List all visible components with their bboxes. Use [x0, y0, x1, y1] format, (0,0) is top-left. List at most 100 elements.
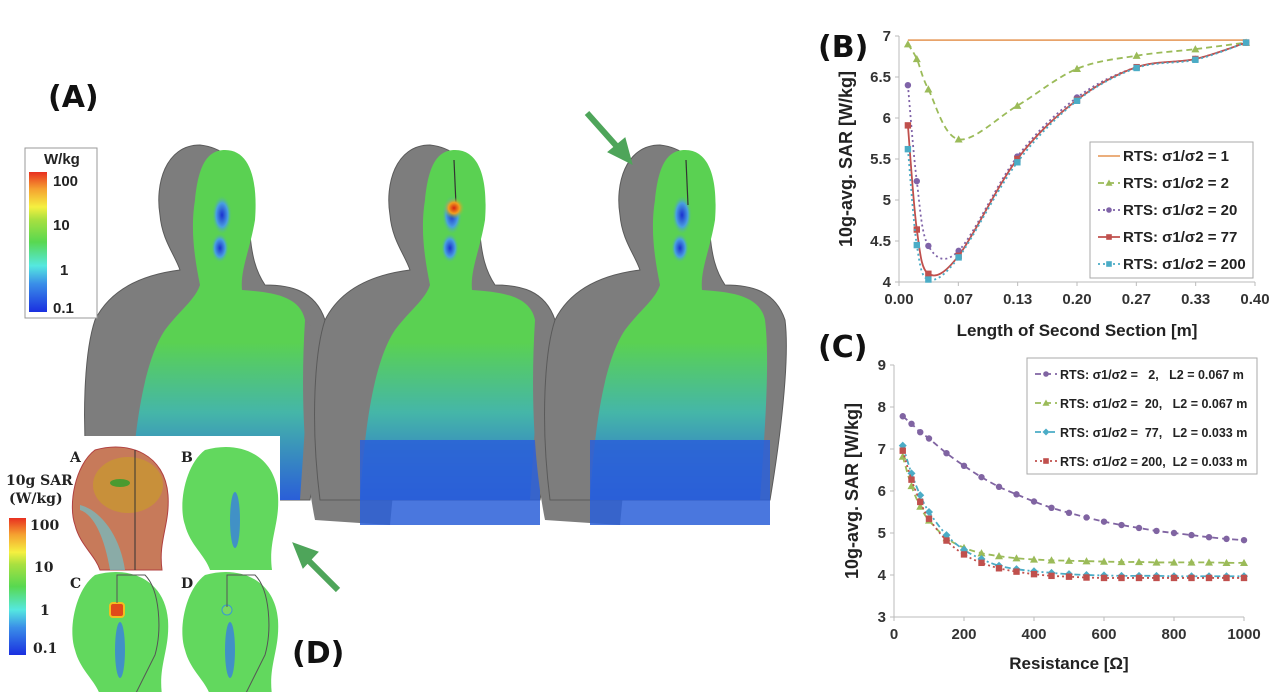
data-point	[1106, 261, 1112, 267]
inset-colorbar-tick: 0.1	[33, 641, 57, 657]
y-tick-label: 3	[878, 609, 886, 626]
data-point	[1105, 179, 1113, 186]
data-point	[925, 435, 933, 442]
data-point	[1065, 573, 1073, 580]
data-point	[943, 537, 950, 544]
data-point	[1187, 558, 1196, 566]
inset-colorbar-tick: 1	[40, 603, 50, 619]
data-point	[1223, 535, 1230, 543]
y-tick-label: 5	[878, 525, 886, 542]
data-point	[1014, 159, 1021, 166]
series-1	[899, 413, 1248, 544]
data-point	[955, 254, 962, 261]
series-5	[904, 39, 1250, 283]
panel-label-b: (B)	[818, 30, 869, 65]
data-point	[1042, 399, 1050, 406]
head-sar-map	[182, 572, 279, 692]
series-line	[901, 450, 1244, 579]
data-point	[1100, 574, 1108, 582]
legend-item: RTS: σ1/σ2 = 200, L2 = 0.033 m	[1035, 455, 1247, 469]
data-point	[995, 552, 1003, 560]
colorbar-a: W/kg 100 10 1 0.1	[24, 147, 98, 319]
data-point	[925, 508, 933, 516]
legend-item: RTS: σ1/σ2 = 2	[1098, 175, 1229, 192]
legend-item: RTS: σ1/σ2 = 2, L2 = 0.067 m	[1035, 368, 1244, 382]
arrow-icon	[292, 542, 341, 593]
legend-item: RTS: σ1/σ2 = 1	[1098, 148, 1229, 165]
x-tick-label: 0.40	[1240, 291, 1269, 308]
data-point	[1014, 155, 1021, 163]
colorbar-unit: W/kg	[44, 151, 80, 168]
data-point	[907, 481, 916, 490]
data-point	[960, 551, 968, 558]
data-point	[908, 420, 915, 427]
data-point	[1118, 574, 1125, 582]
legend-item: RTS: σ1/σ2 = 200	[1098, 256, 1246, 273]
colorbar-tick: 0.1	[53, 300, 74, 317]
data-point	[916, 491, 925, 500]
y-tick-label: 7	[878, 441, 886, 458]
legend-item: RTS: σ1/σ2 = 77	[1098, 229, 1237, 246]
series-4	[899, 447, 1248, 582]
legend-label: RTS: σ1/σ2 = 20	[1123, 202, 1237, 219]
data-point	[1013, 491, 1020, 498]
data-point	[1030, 498, 1038, 505]
data-point	[1135, 524, 1143, 532]
data-point	[954, 135, 963, 143]
data-point	[1082, 557, 1091, 565]
data-point	[943, 450, 950, 457]
y-tick-label: 6.5	[870, 69, 891, 86]
legend-label: RTS: σ1/σ2 = 20, L2 = 0.067 m	[1060, 397, 1247, 411]
data-point	[904, 122, 912, 129]
y-tick-label: 4	[878, 567, 887, 584]
x-axis-title: Resistance [Ω]	[1009, 654, 1128, 673]
y-tick-label: 7	[883, 28, 891, 45]
data-point	[925, 270, 932, 277]
data-point	[1118, 521, 1125, 529]
legend-item: RTS: σ1/σ2 = 20	[1098, 202, 1237, 219]
data-point	[1135, 574, 1143, 582]
x-tick-label: 0	[890, 626, 898, 643]
subpanel-label: C	[70, 576, 81, 592]
data-point	[1030, 555, 1038, 563]
data-point	[925, 242, 932, 250]
data-point	[1188, 574, 1195, 582]
data-point	[904, 145, 912, 153]
legend-item: RTS: σ1/σ2 = 20, L2 = 0.067 m	[1035, 397, 1247, 411]
data-point	[925, 515, 933, 522]
panel-label-a: (A)	[48, 80, 99, 115]
data-point	[1205, 574, 1213, 582]
data-point	[1240, 574, 1248, 582]
data-point	[1205, 534, 1213, 541]
legend-label: RTS: σ1/σ2 = 2, L2 = 0.067 m	[1060, 368, 1244, 382]
data-point	[1100, 557, 1108, 565]
data-point	[1073, 64, 1081, 72]
data-point	[978, 473, 985, 481]
y-tick-label: 4.5	[870, 233, 891, 250]
data-point	[1013, 101, 1022, 109]
data-point	[1222, 558, 1231, 567]
data-point	[1240, 558, 1248, 567]
data-point	[1242, 39, 1250, 46]
data-point	[913, 241, 920, 249]
data-point	[913, 177, 920, 185]
data-point	[1170, 529, 1178, 537]
data-point	[1065, 509, 1073, 517]
data-point	[903, 40, 912, 48]
data-point	[1030, 570, 1038, 578]
data-point	[1083, 574, 1090, 581]
y-tick-label: 6	[883, 110, 891, 127]
x-tick-label: 800	[1161, 626, 1186, 643]
data-point	[899, 413, 906, 420]
data-point	[977, 549, 986, 557]
x-tick-label: 1000	[1227, 626, 1260, 643]
panel-label-c: (C)	[818, 330, 868, 365]
subpanel-label: B	[181, 450, 193, 466]
data-point	[942, 531, 951, 540]
data-point	[917, 429, 924, 436]
data-point	[995, 483, 1003, 490]
data-point	[1065, 556, 1073, 564]
data-point	[917, 498, 924, 506]
x-tick-label: 0.13	[1003, 291, 1032, 308]
x-tick-label: 600	[1091, 626, 1116, 643]
